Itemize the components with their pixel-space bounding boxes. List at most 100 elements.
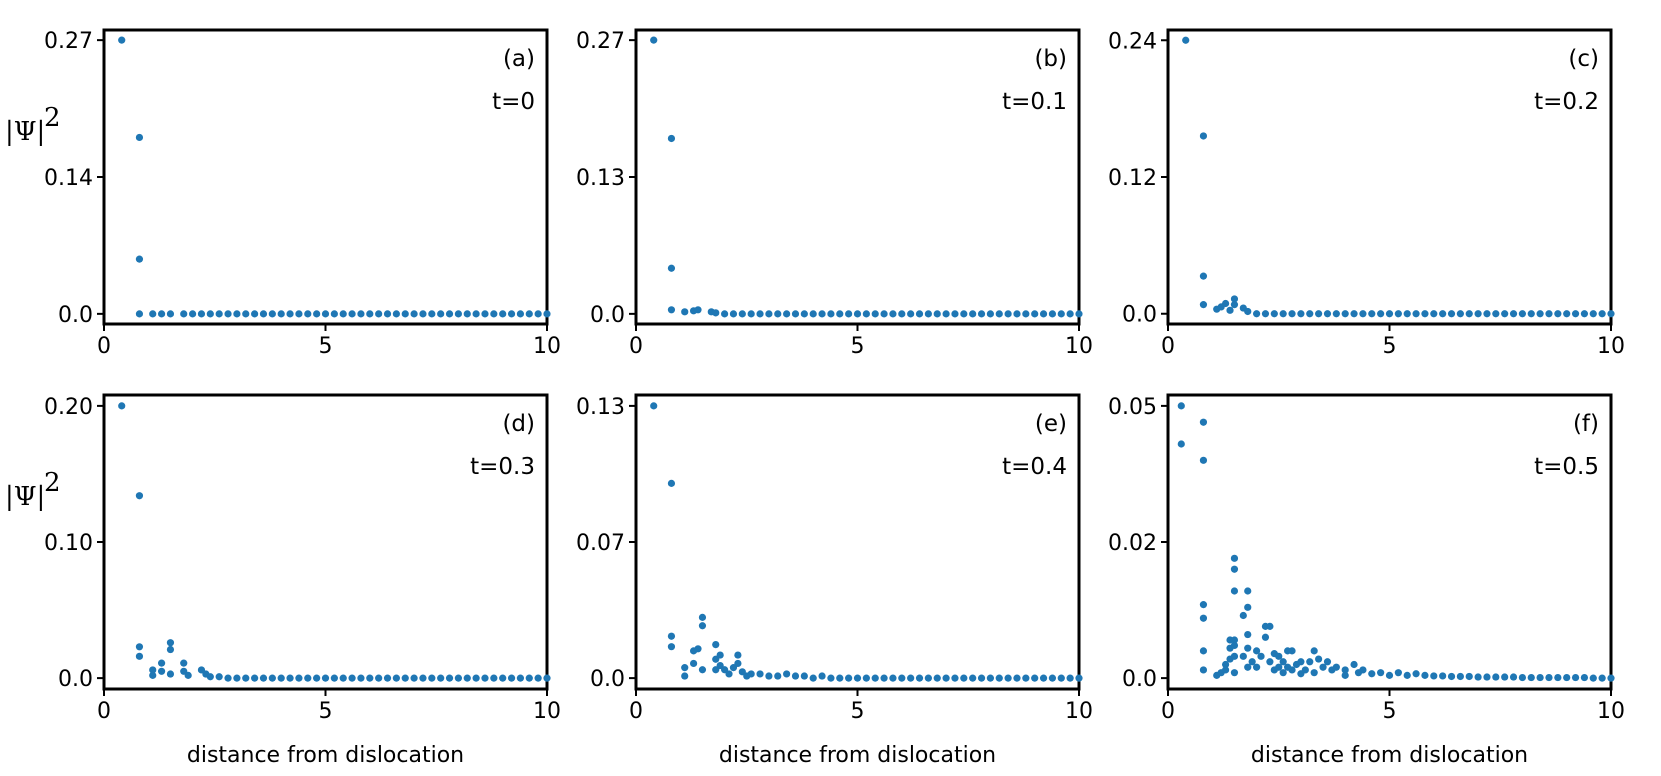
x-tick-label: 5 [1383,699,1397,724]
data-point [1031,310,1039,318]
data-point [1456,310,1464,318]
data-point [295,310,303,318]
data-point [1563,673,1571,682]
data-point [1598,674,1606,682]
y-tick-label: 0.13 [576,166,625,191]
scatter-series [118,402,551,682]
data-point [818,310,826,318]
y-axis-label-superscript: 2 [44,103,61,133]
data-point [149,310,157,318]
data-point [1359,310,1367,318]
data-point [366,310,374,318]
data-point [313,310,321,318]
data-point [1421,671,1429,679]
y-tick-label: 0.20 [44,395,93,420]
data-point [712,309,720,317]
data-point [401,674,409,682]
data-point [1248,658,1256,666]
y-tick-label: 0.05 [1108,395,1157,420]
x-tick-label: 10 [1597,334,1625,359]
data-point [969,310,977,318]
y-tick-label: 0.0 [1122,303,1157,328]
data-point [454,310,462,318]
time-annotation: t=0.1 [1002,89,1067,115]
data-point [960,674,968,682]
data-point [463,310,471,318]
data-point [1039,674,1048,682]
y-tick-label: 0.0 [590,667,625,692]
data-point [1518,673,1526,682]
panel-label: (c) [1568,46,1599,72]
scatter-series [1182,36,1615,318]
data-point [1571,673,1580,682]
data-point [206,310,214,318]
data-point [135,133,144,142]
data-point [259,674,268,682]
data-point [277,674,285,682]
data-point [321,674,330,682]
data-point [157,310,166,318]
data-point [215,673,223,681]
data-point [791,310,800,318]
y-tick-label: 0.27 [576,29,625,54]
data-point [499,310,507,318]
data-point [681,308,689,316]
data-point [1536,310,1544,318]
data-point [1075,310,1083,318]
data-point [1509,673,1518,681]
data-point [1412,310,1420,318]
plot-frame [102,28,549,326]
data-point [942,310,950,318]
data-point [166,639,175,647]
data-point [1368,670,1376,678]
data-point [898,310,906,318]
data-point [689,659,698,668]
data-point [286,674,294,682]
data-point [189,310,197,318]
data-point [206,673,214,681]
data-point [1239,652,1247,660]
panel-f: 0.0 0.02 0.05 0 5 10 (f) t=0.5 distance from dis… [1108,393,1625,768]
data-point [1589,310,1597,318]
data-point [681,672,689,680]
data-point [1199,272,1208,280]
data-point [1244,630,1252,639]
data-point [1377,669,1385,677]
data-point [1465,310,1473,318]
data-point [259,310,268,318]
data-point [1199,301,1208,309]
panel-label: (b) [1034,46,1067,72]
data-point [224,674,232,682]
data-point [1554,310,1562,318]
data-point [845,674,853,682]
data-point [1261,310,1270,318]
x-tick-label: 10 [533,699,561,724]
data-point [871,674,879,682]
data-point [348,674,356,682]
data-point [1421,310,1429,318]
data-point [880,674,888,682]
data-point [1509,310,1518,318]
x-tick-label: 5 [1383,334,1397,359]
data-point [1598,310,1606,318]
data-point [251,674,259,682]
data-point [295,674,303,682]
data-point [1270,310,1278,318]
x-tick-label: 10 [1065,334,1093,359]
data-point [747,670,755,678]
data-point [1279,658,1287,666]
data-point [242,310,250,318]
data-point [1244,307,1252,316]
data-point [791,672,800,680]
panel-e: 0.0 0.07 0.13 0 5 10 (e) t=0.4 distance from dis… [576,393,1093,768]
data-point [698,622,707,630]
data-point [915,674,924,682]
data-point [986,310,995,318]
data-point [924,674,932,682]
data-point [880,310,888,318]
data-point [1221,299,1230,308]
y-tick-label: 0.12 [1108,166,1157,191]
data-point [1226,306,1234,314]
data-point [135,255,144,263]
data-point [756,670,764,678]
